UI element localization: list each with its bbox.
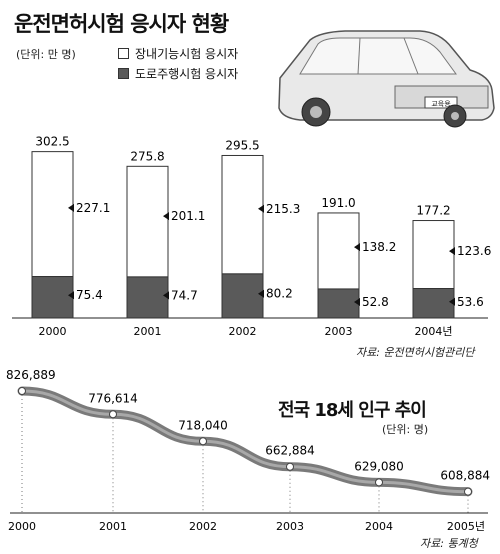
line-category-label: 2005년 bbox=[447, 520, 485, 533]
bar-value-road: 80.2 bbox=[266, 287, 293, 301]
bar-total-label: 295.5 bbox=[225, 138, 259, 152]
line-value-label: 718,040 bbox=[178, 418, 228, 432]
line-point bbox=[18, 387, 26, 396]
legend-item-course-test: 장내기능시험 응시자 bbox=[118, 43, 238, 63]
bar-category-label: 2000 bbox=[39, 325, 67, 338]
line-category-label: 2001 bbox=[99, 520, 127, 533]
bar-chart-unit: (단위: 만 명) bbox=[16, 48, 76, 61]
line-point bbox=[286, 462, 294, 471]
bar-arrow-bottom bbox=[258, 289, 264, 298]
legend-label-road-test: 도로주행시험 응시자 bbox=[135, 66, 239, 81]
bar-arrow-top bbox=[258, 204, 264, 213]
bar-arrow-top bbox=[163, 212, 169, 221]
bar-category-label: 2002 bbox=[229, 325, 257, 338]
legend-swatch-dark bbox=[118, 67, 129, 79]
bar-value-course: 201.1 bbox=[171, 209, 205, 223]
bar-value-course: 227.1 bbox=[76, 201, 110, 215]
bar-road-test bbox=[126, 276, 169, 319]
bar-value-road: 52.8 bbox=[362, 295, 389, 309]
bar-arrow-bottom bbox=[163, 291, 169, 300]
bar-value-course: 138.2 bbox=[362, 240, 396, 254]
bar-value-road: 53.6 bbox=[457, 295, 484, 309]
line-category-label: 2002 bbox=[189, 520, 217, 533]
line-point bbox=[375, 478, 383, 487]
bar-road-test bbox=[221, 273, 264, 319]
line-category-label: 2000 bbox=[8, 520, 36, 533]
bar-total-label: 275.8 bbox=[130, 149, 164, 163]
bar-value-road: 75.4 bbox=[76, 288, 103, 302]
line-category-label: 2003 bbox=[276, 520, 304, 533]
bar-course-test bbox=[317, 212, 360, 290]
bar-value-course: 215.3 bbox=[266, 202, 300, 216]
bar-chart-legend: 장내기능시험 응시자 도로주행시험 응시자 bbox=[118, 43, 238, 83]
legend-swatch-white bbox=[118, 47, 129, 59]
bar-arrow-top bbox=[354, 243, 360, 252]
line-chart-source: 자료: 통계청 bbox=[420, 537, 478, 550]
bar-value-course: 123.6 bbox=[457, 244, 491, 258]
line-chart-unit: (단위: 명) bbox=[382, 423, 429, 436]
line-point bbox=[199, 437, 207, 446]
line-point bbox=[109, 410, 117, 419]
line-value-label: 662,884 bbox=[265, 444, 315, 458]
line-chart-title: 전국 18세 인구 추이 bbox=[278, 400, 427, 421]
line-series-highlight bbox=[20, 389, 470, 494]
bar-category-label: 2003 bbox=[325, 325, 353, 338]
legend-item-road-test: 도로주행시험 응시자 bbox=[118, 63, 238, 83]
bar-course-test bbox=[412, 220, 455, 290]
bar-road-test bbox=[31, 276, 74, 319]
bar-arrow-bottom bbox=[68, 291, 74, 300]
bar-total-label: 177.2 bbox=[416, 204, 450, 218]
line-value-label: 629,080 bbox=[354, 459, 404, 473]
bar-chart-title: 운전면허시험 응시자 현황 bbox=[14, 12, 229, 36]
bar-category-label: 2001 bbox=[134, 325, 162, 338]
legend-label-course-test: 장내기능시험 응시자 bbox=[135, 46, 239, 61]
line-value-label: 776,614 bbox=[88, 391, 138, 405]
bar-arrow-bottom bbox=[354, 298, 360, 307]
line-value-label: 608,884 bbox=[440, 469, 490, 483]
bar-course-test bbox=[126, 165, 169, 278]
line-category-label: 2004 bbox=[365, 520, 393, 533]
bar-chart-source: 자료: 운전면허시험관리단 bbox=[356, 346, 475, 359]
bar-total-label: 302.5 bbox=[35, 135, 69, 149]
bar-arrow-top bbox=[68, 203, 74, 212]
bar-arrow-top bbox=[449, 247, 455, 256]
bar-category-label: 2004년 bbox=[414, 325, 452, 338]
bar-value-road: 74.7 bbox=[171, 288, 198, 302]
line-point bbox=[464, 487, 472, 496]
bar-arrow-bottom bbox=[449, 297, 455, 306]
line-value-label: 826,889 bbox=[6, 368, 56, 382]
bar-total-label: 191.0 bbox=[321, 196, 355, 210]
